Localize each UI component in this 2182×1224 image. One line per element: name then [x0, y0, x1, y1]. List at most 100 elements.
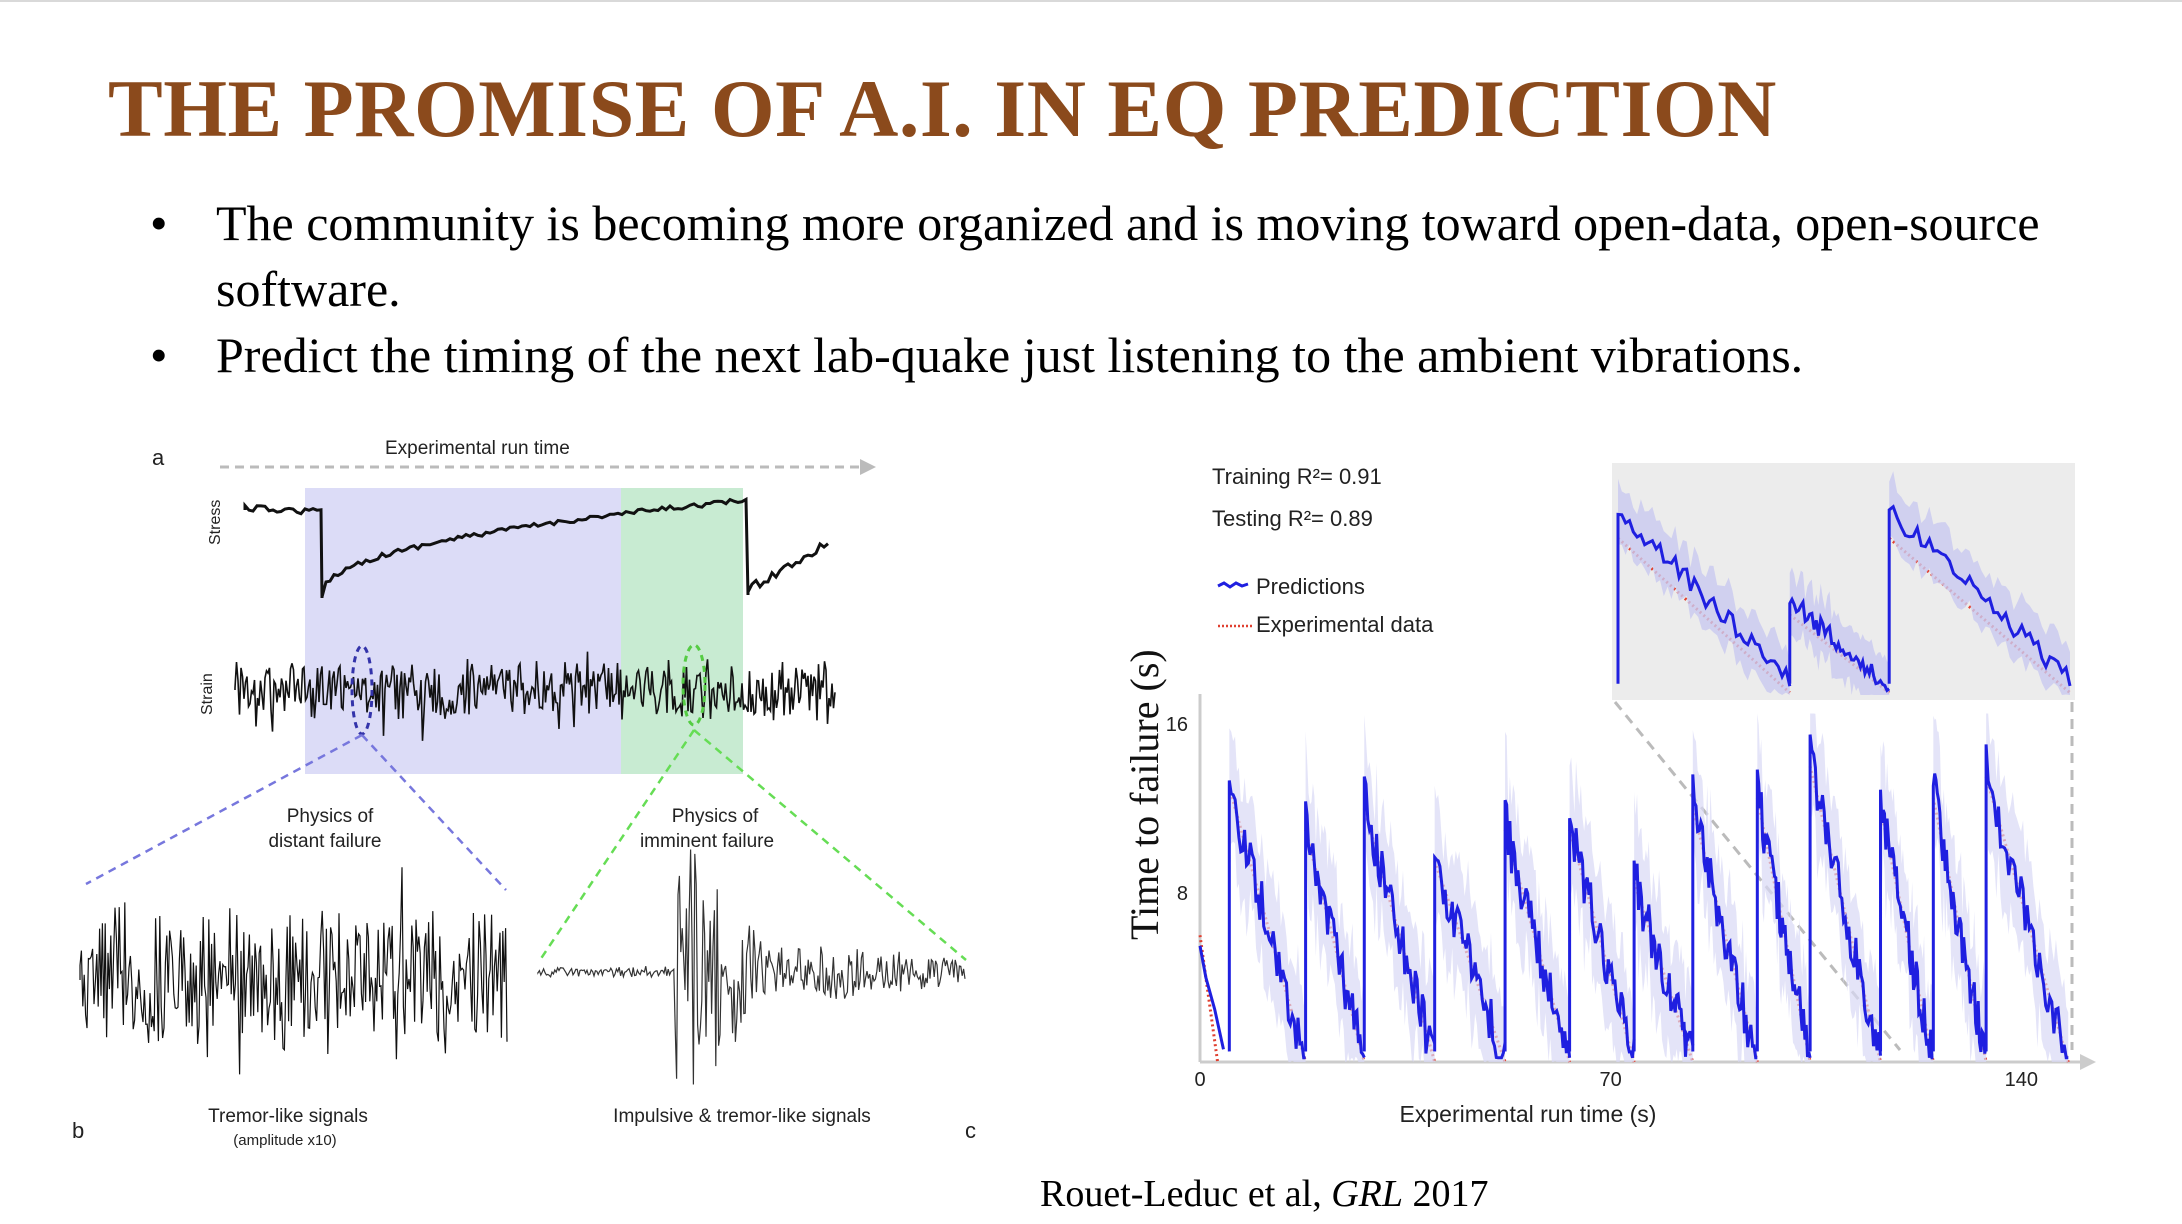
experimental-segment [1984, 776, 2070, 1063]
impulsive-label: Impulsive & tremor-like signals [613, 1106, 871, 1127]
testing-r2: Testing R²= 0.89 [1212, 506, 1373, 531]
panel-label-b: b [72, 1118, 84, 1143]
prediction-band [1933, 715, 1987, 1062]
imminent-highlight [681, 643, 707, 727]
prediction-segment [1879, 789, 1934, 1060]
experimental-segment [1808, 765, 1882, 1063]
citation-year: 2017 [1403, 1173, 1489, 1215]
panel-label-c: c [965, 1118, 976, 1143]
x-axis-arrow-icon [2080, 1054, 2096, 1070]
inset-experimental-segment [1888, 537, 2071, 694]
experimental-segment [1198, 935, 1220, 1063]
y-tick-label: 16 [1166, 714, 1188, 736]
prediction-band [1986, 713, 2069, 1062]
prediction-band [1634, 792, 1693, 1062]
distant-label-line2: distant failure [268, 831, 381, 852]
strain-axis-label: Strain [199, 673, 216, 715]
prediction-segment [1362, 776, 1437, 1054]
inset-prediction-segment [1788, 596, 1891, 693]
prediction-segment [1931, 773, 1988, 1054]
plot-area: 0 70 140 8 16 [1166, 694, 2096, 1091]
bullet-item: The community is becoming more organized… [150, 190, 2110, 322]
imminent-label-line2: imminent failure [640, 831, 774, 852]
experimental-segment [1227, 786, 1308, 1063]
inset-prediction-segment [1887, 504, 2072, 687]
stress-axis-label: Stress [207, 500, 224, 545]
impulsive-signal [537, 849, 966, 1085]
citation-authors: Rouet-Leduc et al, [1040, 1173, 1332, 1215]
x-axis-label: Experimental run time (s) [1400, 1101, 1657, 1127]
tremor-signal [79, 867, 508, 1075]
slide-title: THE PROMISE OF A.I. IN EQ PREDICTION [108, 63, 1777, 154]
prediction-band [1305, 731, 1365, 1062]
green-region [621, 488, 743, 774]
zoom-line-blue-left [85, 733, 363, 886]
citation: Rouet-Leduc et al, GRL 2017 [1040, 1172, 1489, 1216]
inset-prediction-band [1618, 478, 1790, 695]
inset-plot [1616, 471, 2072, 695]
tremor-sublabel: (amplitude x10) [233, 1132, 336, 1149]
citation-journal: GRL [1331, 1173, 1404, 1215]
inset-prediction-band [1889, 471, 2070, 695]
experimental-segment [1568, 829, 1636, 1063]
tremor-label: Tremor-like signals [208, 1106, 368, 1127]
y-tick-label: 8 [1177, 883, 1188, 905]
experimental-segment [1362, 808, 1437, 1063]
x-tick-label: 0 [1194, 1069, 1205, 1091]
experimental-segment [1931, 797, 1988, 1063]
prediction-band [1757, 713, 1811, 1062]
legend-experimental: Experimental data [1256, 612, 1434, 637]
prediction-band [1810, 713, 1881, 1062]
run-time-label: Experimental run time [385, 438, 570, 459]
prediction-segment [1227, 780, 1306, 1060]
experimental-segment [1879, 808, 1935, 1063]
prediction-segment [1755, 769, 1812, 1059]
top-border [0, 0, 2182, 2]
prediction-segment [1503, 799, 1572, 1058]
bullet-list: The community is becoming more organized… [150, 190, 2110, 388]
experimental-segment [1433, 860, 1507, 1063]
legend-predictions: Predictions [1256, 574, 1365, 599]
imminent-label-line1: Physics of [672, 806, 759, 827]
prediction-segment [1691, 774, 1758, 1060]
inset-panel [1612, 463, 2075, 700]
experimental-segment [1503, 829, 1572, 1063]
zoom-line-blue-right [361, 734, 507, 891]
blue-region [305, 488, 743, 774]
prediction-band [1229, 728, 1306, 1062]
prediction-segment [1304, 801, 1366, 1059]
training-r2: Training R²= 0.91 [1212, 464, 1382, 489]
stress-curve [243, 496, 829, 599]
y-axis-label: Time to failure (s) [1122, 649, 1167, 940]
inset-zoom-line-left [1613, 701, 1902, 1051]
bullet-item: Predict the timing of the next lab-quake… [150, 322, 2110, 388]
legend-predictions-icon [1217, 581, 1249, 589]
experimental-segment [1632, 881, 1695, 1063]
x-tick-label: 140 [2005, 1069, 2038, 1091]
inset-prediction-band [1789, 567, 1890, 695]
prediction-segment [1984, 744, 2069, 1060]
prediction-band [1692, 730, 1758, 1062]
arrow-head-icon [860, 459, 876, 475]
panel-label-a: a [152, 445, 165, 470]
inset-experimental-segment [1616, 537, 1791, 694]
experimental-segment [1691, 808, 1759, 1063]
distant-label-line1: Physics of [287, 806, 374, 827]
inset-prediction-segment [1616, 512, 1792, 687]
prediction-segment [1198, 945, 1225, 1050]
prediction-segment [1808, 734, 1882, 1056]
prediction-segment [1568, 817, 1636, 1059]
distant-highlight [350, 644, 374, 736]
experimental-segment [1304, 829, 1366, 1063]
prediction-band [1364, 714, 1435, 1062]
prediction-segment [1632, 860, 1695, 1057]
prediction-band [1569, 757, 1635, 1062]
prediction-band [1434, 785, 1506, 1062]
strain-signal [234, 651, 836, 741]
prediction-band [1505, 731, 1570, 1062]
zoom-line-green-left [538, 729, 696, 961]
zoom-line-green-right [693, 729, 967, 961]
prediction-segment [1433, 853, 1507, 1060]
